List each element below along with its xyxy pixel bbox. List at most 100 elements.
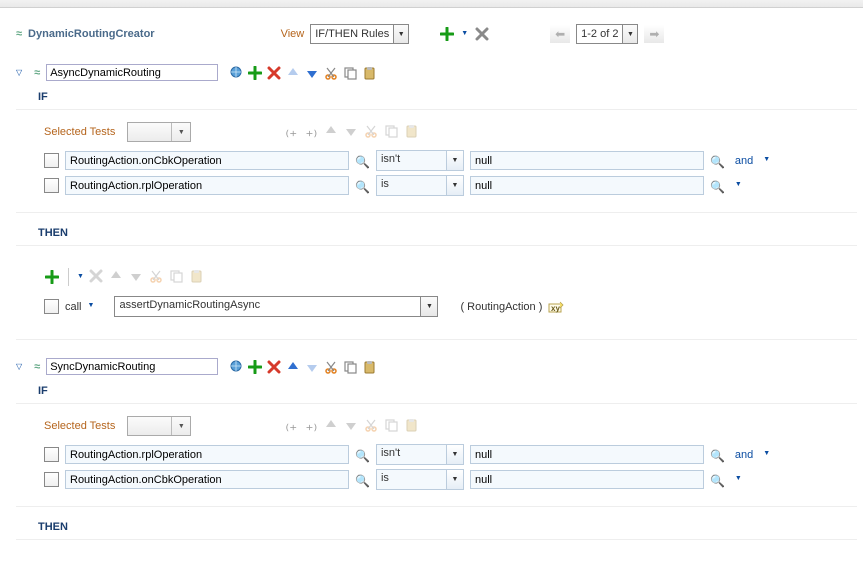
rule-block: ▽ ≈ IF Selected Tests ▼ ₍₊ ₊₎ 🔍 isn't▼ <box>16 64 857 340</box>
add-menu-dropdown-icon[interactable]: ▼ <box>77 273 84 280</box>
operator-select[interactable]: isn't▼ <box>376 444 464 465</box>
copy-icon[interactable] <box>168 268 184 284</box>
operator-value: isn't <box>377 445 446 464</box>
conjunction-menu-icon[interactable]: ▼ <box>763 450 770 457</box>
view-dropdown-value: IF/THEN Rules <box>311 28 393 40</box>
rule-globe-icon[interactable] <box>228 65 244 81</box>
chevron-down-icon[interactable]: ▽ <box>16 68 22 77</box>
call-target-select[interactable]: assertDynamicRoutingAsync▼ <box>114 296 438 317</box>
cut-icon[interactable] <box>148 268 164 284</box>
if-body: Selected Tests ▼ ₍₊ ₊₎ 🔍 isn't▼ 🔍 and ▼ … <box>16 109 857 213</box>
row-checkbox[interactable] <box>44 472 59 487</box>
add-action-icon[interactable] <box>44 269 60 285</box>
move-down-icon[interactable] <box>304 65 320 81</box>
move-up-icon[interactable] <box>323 417 339 433</box>
move-up-icon[interactable] <box>108 268 124 284</box>
pager-prev-button[interactable]: ⬅ <box>550 25 570 43</box>
field-input[interactable] <box>65 151 349 170</box>
rule-block: ▽ ≈ IF Selected Tests ▼ ₍₊ ₊₎ 🔍 isn't▼ <box>16 358 857 540</box>
move-down-icon[interactable] <box>304 359 320 375</box>
search-icon[interactable]: 🔍 <box>710 180 725 194</box>
dropdown-arrow-icon: ▼ <box>446 151 463 170</box>
add-rule-icon[interactable] <box>439 26 455 42</box>
cut-icon[interactable] <box>323 359 339 375</box>
pager-next-button[interactable]: ➡ <box>644 25 664 43</box>
call-menu-icon[interactable]: ▼ <box>88 302 95 309</box>
delete-rule-icon[interactable] <box>474 26 490 42</box>
search-icon[interactable]: 🔍 <box>710 449 725 463</box>
search-icon[interactable]: 🔍 <box>355 180 370 194</box>
selected-tests-dropdown[interactable]: ▼ <box>127 122 191 142</box>
move-up-icon[interactable] <box>323 123 339 139</box>
move-down-icon[interactable] <box>128 268 144 284</box>
paste-icon[interactable] <box>361 359 377 375</box>
view-label: View <box>281 28 305 40</box>
add-condition-icon[interactable] <box>247 65 263 81</box>
remove-rule-icon[interactable] <box>266 65 282 81</box>
value-input[interactable] <box>470 445 704 464</box>
panel-grip-icon[interactable]: ≈ <box>16 28 22 40</box>
search-icon[interactable]: 🔍 <box>710 155 725 169</box>
dropdown-arrow-icon: ▼ <box>446 176 463 195</box>
conjunction-menu-icon[interactable]: ▼ <box>735 181 742 188</box>
remove-rule-icon[interactable] <box>266 359 282 375</box>
row-checkbox[interactable] <box>44 153 59 168</box>
field-input[interactable] <box>65 470 349 489</box>
rule-grip-icon[interactable]: ≈ <box>34 67 40 79</box>
pager-dropdown[interactable]: 1-2 of 2 ▼ <box>576 24 638 44</box>
copy-icon[interactable] <box>383 123 399 139</box>
arrow-left-icon: ⬅ <box>555 27 565 41</box>
search-icon[interactable]: 🔍 <box>355 449 370 463</box>
field-input[interactable] <box>65 176 349 195</box>
field-input[interactable] <box>65 445 349 464</box>
dropdown-arrow-icon[interactable]: ▼ <box>393 25 408 43</box>
rule-grip-icon[interactable]: ≈ <box>34 361 40 373</box>
conjunction-menu-icon[interactable]: ▼ <box>735 475 742 482</box>
conjunction-link[interactable]: and <box>735 155 753 167</box>
conjunction-menu-icon[interactable]: ▼ <box>763 156 770 163</box>
move-up-icon[interactable] <box>285 359 301 375</box>
copy-icon[interactable] <box>342 359 358 375</box>
conjunction-link[interactable]: and <box>735 449 753 461</box>
row-checkbox[interactable] <box>44 299 59 314</box>
move-up-icon[interactable] <box>285 65 301 81</box>
paren-right-icon[interactable]: ₊₎ <box>303 418 319 434</box>
paste-icon[interactable] <box>188 268 204 284</box>
operator-select[interactable]: isn't▼ <box>376 150 464 171</box>
add-menu-dropdown-icon[interactable]: ▼ <box>461 30 468 37</box>
search-icon[interactable]: 🔍 <box>355 474 370 488</box>
rule-name-input[interactable] <box>46 64 218 81</box>
paren-right-icon[interactable]: ₊₎ <box>303 124 319 140</box>
chevron-down-icon[interactable]: ▽ <box>16 362 22 371</box>
row-checkbox[interactable] <box>44 447 59 462</box>
operator-select[interactable]: is▼ <box>376 175 464 196</box>
rule-globe-icon[interactable] <box>228 359 244 375</box>
dropdown-arrow-icon: ▼ <box>171 417 190 435</box>
view-dropdown[interactable]: IF/THEN Rules ▼ <box>310 24 409 44</box>
cut-icon[interactable] <box>363 123 379 139</box>
remove-action-icon[interactable] <box>88 268 104 284</box>
selected-tests-dropdown[interactable]: ▼ <box>127 416 191 436</box>
row-checkbox[interactable] <box>44 178 59 193</box>
dropdown-arrow-icon[interactable]: ▼ <box>622 25 637 43</box>
value-input[interactable] <box>470 176 704 195</box>
paren-left-icon[interactable]: ₍₊ <box>283 124 299 140</box>
copy-icon[interactable] <box>383 417 399 433</box>
cut-icon[interactable] <box>363 417 379 433</box>
value-input[interactable] <box>470 151 704 170</box>
search-icon[interactable]: 🔍 <box>355 155 370 169</box>
search-icon[interactable]: 🔍 <box>710 474 725 488</box>
copy-icon[interactable] <box>342 65 358 81</box>
move-down-icon[interactable] <box>343 123 359 139</box>
operator-select[interactable]: is▼ <box>376 469 464 490</box>
rule-name-input[interactable] <box>46 358 218 375</box>
cut-icon[interactable] <box>323 65 339 81</box>
move-down-icon[interactable] <box>343 417 359 433</box>
paren-left-icon[interactable]: ₍₊ <box>283 418 299 434</box>
edit-expression-icon[interactable]: xy <box>548 299 564 315</box>
paste-icon[interactable] <box>403 417 419 433</box>
paste-icon[interactable] <box>361 65 377 81</box>
paste-icon[interactable] <box>403 123 419 139</box>
value-input[interactable] <box>470 470 704 489</box>
add-condition-icon[interactable] <box>247 359 263 375</box>
